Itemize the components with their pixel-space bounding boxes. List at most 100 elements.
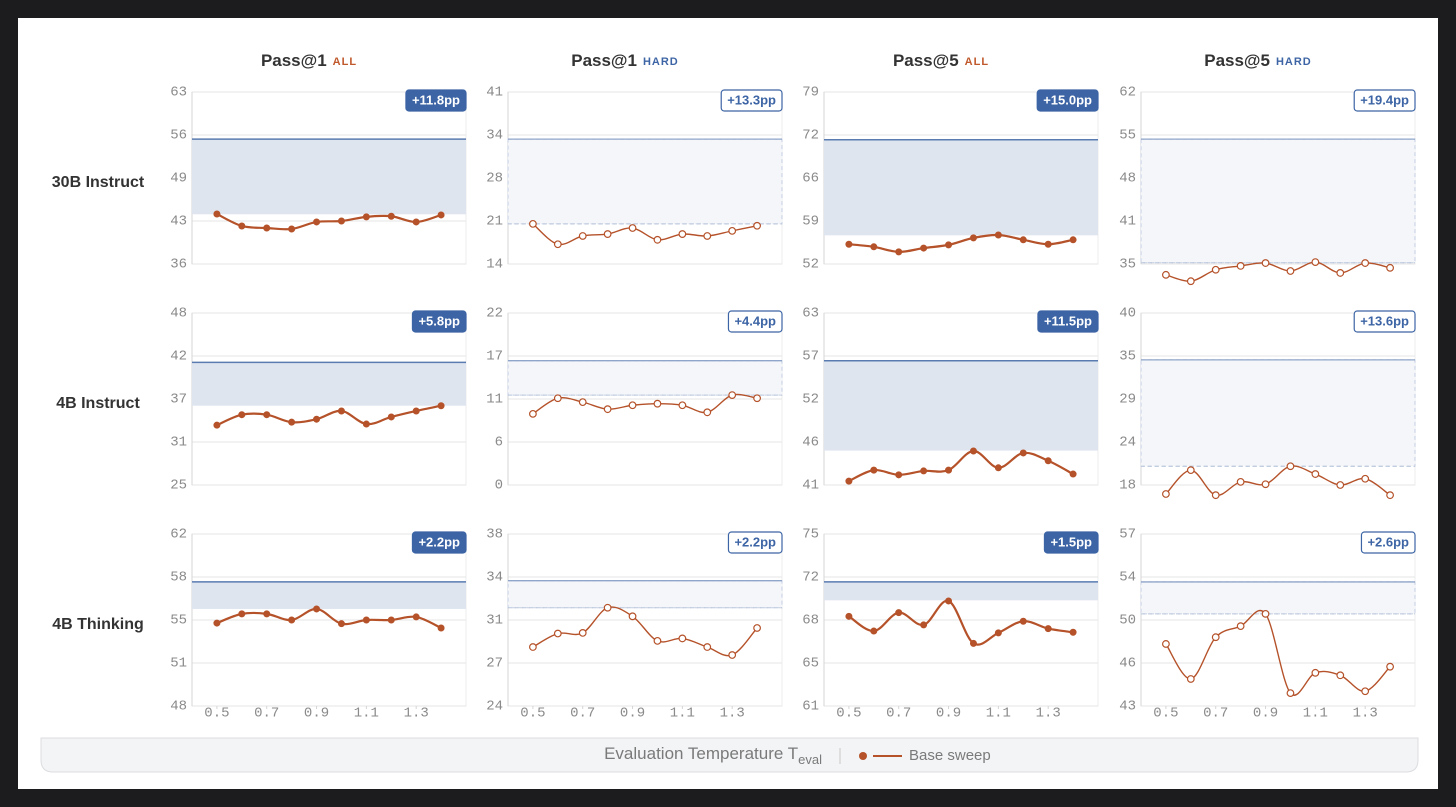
gain-badge: +11.8pp bbox=[405, 89, 467, 112]
series-marker bbox=[628, 401, 637, 410]
x-tick-label: 1.3 bbox=[404, 706, 429, 722]
y-tick-label: 62 bbox=[170, 527, 187, 543]
series-marker bbox=[1069, 628, 1077, 636]
series-marker bbox=[895, 471, 903, 479]
series-marker bbox=[1236, 622, 1245, 631]
series-marker bbox=[603, 230, 612, 238]
series-marker bbox=[1019, 617, 1027, 625]
series-line bbox=[848, 449, 1074, 483]
column-metric: Pass@5 bbox=[893, 51, 959, 70]
y-tick-label: 31 bbox=[170, 435, 187, 451]
gain-band bbox=[1140, 138, 1416, 264]
x-tick-label: 1.3 bbox=[1036, 706, 1061, 722]
badge-box bbox=[1036, 89, 1099, 112]
series-marker bbox=[728, 391, 737, 399]
gain-badge: +2.2pp bbox=[411, 531, 467, 554]
series-marker bbox=[969, 639, 977, 647]
gain-band bbox=[1140, 359, 1416, 467]
series-marker bbox=[653, 399, 662, 408]
gain-badge: +5.8pp bbox=[411, 310, 467, 333]
gain-band bbox=[507, 138, 783, 225]
y-tick-label: 29 bbox=[1119, 392, 1136, 408]
series-line bbox=[532, 606, 758, 657]
series-marker bbox=[1286, 689, 1295, 697]
series-marker bbox=[1186, 675, 1195, 683]
y-tick-label: 6 bbox=[495, 435, 503, 451]
x-tick-label: 1.1 bbox=[1303, 706, 1328, 722]
y-tick-label: 79 bbox=[802, 85, 819, 101]
series-marker bbox=[387, 413, 395, 421]
badge-box bbox=[405, 89, 467, 112]
badge-box bbox=[1043, 531, 1099, 554]
column-subset: HARD bbox=[643, 56, 679, 68]
series-marker bbox=[994, 464, 1002, 472]
series-marker bbox=[1336, 481, 1345, 489]
x-tick-label: 1.1 bbox=[986, 706, 1011, 722]
y-tick-label: 49 bbox=[170, 171, 187, 187]
series-marker bbox=[553, 629, 562, 638]
badge-box bbox=[411, 310, 467, 333]
badge-text: +1.5pp bbox=[1050, 534, 1092, 549]
y-tick-label: 0 bbox=[495, 478, 503, 494]
series-marker bbox=[1211, 491, 1220, 500]
series-marker bbox=[1186, 466, 1195, 475]
y-tick-label: 61 bbox=[802, 699, 819, 715]
series-marker bbox=[238, 610, 246, 618]
y-tick-label: 48 bbox=[170, 699, 187, 715]
y-tick-label: 35 bbox=[1119, 257, 1136, 273]
series-marker bbox=[412, 218, 420, 226]
y-tick-label: 38 bbox=[486, 527, 503, 543]
legend-marker bbox=[859, 752, 867, 760]
y-tick-label: 40 bbox=[1119, 306, 1136, 322]
series-line bbox=[216, 213, 442, 231]
series-marker bbox=[1386, 263, 1394, 272]
series-marker bbox=[313, 218, 321, 226]
series-marker bbox=[1019, 449, 1027, 457]
series-marker bbox=[1286, 462, 1295, 471]
gain-band bbox=[507, 580, 783, 609]
series-marker bbox=[529, 409, 537, 418]
y-tick-label: 66 bbox=[802, 171, 819, 187]
gain-band bbox=[192, 139, 466, 215]
series-marker bbox=[1044, 240, 1052, 248]
series-marker bbox=[437, 211, 445, 219]
gain-band bbox=[824, 139, 1098, 236]
y-tick-label: 34 bbox=[486, 570, 503, 586]
y-tick-label: 57 bbox=[1119, 527, 1136, 543]
series-marker bbox=[845, 612, 853, 620]
series-marker bbox=[1261, 480, 1270, 489]
x-tick-label: 0.9 bbox=[1253, 706, 1278, 722]
y-tick-label: 72 bbox=[802, 128, 819, 144]
series-marker bbox=[753, 624, 761, 632]
series-marker bbox=[1386, 491, 1394, 500]
series-marker bbox=[994, 231, 1002, 239]
series-line bbox=[1165, 609, 1391, 696]
series-marker bbox=[1311, 470, 1320, 478]
x-tick-label: 0.5 bbox=[204, 706, 229, 722]
y-tick-label: 25 bbox=[170, 478, 187, 494]
x-axis-label-subscript: eval bbox=[798, 752, 822, 767]
series-marker bbox=[678, 634, 687, 643]
series-marker bbox=[969, 447, 977, 455]
y-tick-label: 14 bbox=[486, 257, 503, 273]
gain-badge: +19.4pp bbox=[1353, 89, 1416, 112]
badge-text: +13.3pp bbox=[727, 92, 776, 107]
y-tick-label: 22 bbox=[486, 306, 503, 322]
series-marker bbox=[1236, 262, 1245, 270]
x-tick-label: 0.7 bbox=[254, 706, 279, 722]
series-marker bbox=[728, 651, 737, 659]
y-tick-label: 35 bbox=[1119, 349, 1136, 365]
series-marker bbox=[1162, 270, 1170, 279]
series-marker bbox=[678, 230, 687, 238]
series-marker bbox=[387, 212, 395, 220]
gain-badge: +11.5pp bbox=[1037, 310, 1099, 333]
series-line bbox=[532, 223, 758, 246]
series-marker bbox=[213, 210, 221, 218]
series-marker bbox=[753, 394, 761, 403]
x-tick-label: 1.3 bbox=[720, 706, 745, 722]
y-tick-label: 31 bbox=[486, 613, 503, 629]
x-tick-label: 0.7 bbox=[886, 706, 911, 722]
series-marker bbox=[845, 477, 853, 485]
series-marker bbox=[1361, 687, 1370, 696]
